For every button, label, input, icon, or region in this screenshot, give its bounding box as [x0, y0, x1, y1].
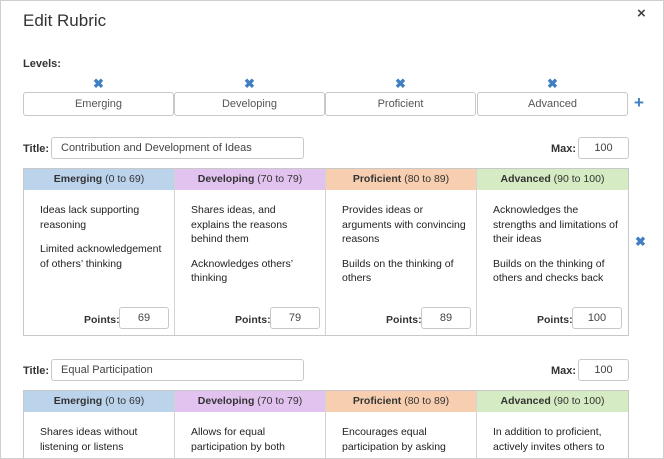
level-range: (90 to 100): [553, 173, 605, 185]
level-header-advanced: Advanced (90 to 100): [477, 169, 628, 190]
level-input-emerging[interactable]: Emerging: [23, 92, 174, 116]
remove-level-advanced-icon[interactable]: ✖: [547, 76, 558, 91]
description-line: Ideas lack supporting reasoning: [40, 204, 140, 231]
remove-criterion-icon[interactable]: ✖: [635, 234, 646, 249]
level-description[interactable]: Allows for equal participation by both: [175, 412, 325, 454]
max-label: Max:: [551, 365, 577, 377]
level-range: (70 to 79): [257, 395, 303, 407]
level-input-advanced[interactable]: Advanced: [477, 92, 628, 116]
description-line: Limited acknowledgement of others’ think…: [40, 243, 162, 270]
description-line: Acknowledges others’ thinking: [191, 257, 293, 285]
level-header-emerging: Emerging (0 to 69): [24, 169, 174, 190]
level-range: (80 to 89): [404, 395, 450, 407]
points-input[interactable]: 79: [270, 307, 320, 329]
description-line: Builds on the thinking of others and che…: [493, 257, 605, 285]
title-label: Title:: [23, 365, 50, 377]
level-name: Proficient: [352, 173, 402, 185]
max-input[interactable]: 100: [578, 137, 629, 159]
level-header-proficient: Proficient (80 to 89): [326, 391, 476, 412]
level-name: Advanced: [500, 173, 551, 185]
title-label: Title:: [23, 143, 50, 155]
level-input-proficient[interactable]: Proficient: [325, 92, 476, 116]
level-column-advanced: Advanced (90 to 100) Acknowledges the st…: [477, 169, 628, 335]
level-name: Emerging: [53, 395, 103, 407]
level-name: Developing: [197, 173, 255, 185]
remove-level-developing-icon[interactable]: ✖: [244, 76, 255, 91]
levels-label: Levels:: [23, 58, 61, 70]
description-line: In addition to proficient, actively invi…: [493, 426, 605, 453]
description-line: Builds on the thinking of others: [342, 257, 454, 285]
level-name: Emerging: [53, 173, 103, 185]
level-column-proficient: Proficient (80 to 89) Encourages equal p…: [326, 391, 477, 458]
level-column-emerging: Emerging (0 to 69) Shares ideas without …: [24, 391, 175, 458]
level-range: (80 to 89): [404, 173, 450, 185]
close-icon[interactable]: ×: [637, 5, 646, 22]
level-header-proficient: Proficient (80 to 89): [326, 169, 476, 190]
level-name: Developing: [197, 395, 255, 407]
level-input-developing[interactable]: Developing: [174, 92, 325, 116]
add-level-plus-icon[interactable]: +: [634, 93, 644, 112]
description-line: Shares ideas, and explains the reasons b…: [191, 204, 288, 245]
level-range: (0 to 69): [105, 395, 145, 407]
modal-title: Edit Rubric: [23, 11, 107, 30]
level-header-developing: Developing (70 to 79): [175, 169, 325, 190]
level-column-developing: Developing (70 to 79) Shares ideas, and …: [175, 169, 326, 335]
level-column-emerging: Emerging (0 to 69) Ideas lack supporting…: [24, 169, 175, 335]
points-input[interactable]: 69: [119, 307, 169, 329]
level-column-proficient: Proficient (80 to 89) Provides ideas or …: [326, 169, 477, 335]
level-grid: Emerging (0 to 69) Shares ideas without …: [23, 390, 629, 458]
points-label: Points:: [235, 314, 271, 326]
description-line: Acknowledges the strengths and limitatio…: [493, 204, 618, 245]
level-description[interactable]: Provides ideas or arguments with convinc…: [326, 190, 476, 286]
level-range: (90 to 100): [553, 395, 605, 407]
level-header-advanced: Advanced (90 to 100): [477, 391, 628, 412]
level-header-developing: Developing (70 to 79): [175, 391, 325, 412]
points-input[interactable]: 89: [421, 307, 471, 329]
points-label: Points:: [84, 314, 120, 326]
level-description[interactable]: Shares ideas without listening or listen…: [24, 412, 174, 454]
level-description[interactable]: Ideas lack supporting reasoning Limited …: [24, 190, 174, 271]
level-name: Advanced: [500, 395, 551, 407]
description-line: Shares ideas without listening or listen…: [40, 426, 138, 453]
remove-level-emerging-icon[interactable]: ✖: [93, 76, 104, 91]
title-input[interactable]: Contribution and Development of Ideas: [51, 137, 304, 159]
level-description[interactable]: Shares ideas, and explains the reasons b…: [175, 190, 325, 286]
description-line: Allows for equal participation by both: [191, 426, 285, 453]
level-column-developing: Developing (70 to 79) Allows for equal p…: [175, 391, 326, 458]
max-input[interactable]: 100: [578, 359, 629, 381]
level-description[interactable]: Acknowledges the strengths and limitatio…: [477, 190, 628, 286]
level-column-advanced: Advanced (90 to 100) In addition to prof…: [477, 391, 628, 458]
level-header-emerging: Emerging (0 to 69): [24, 391, 174, 412]
description-line: Provides ideas or arguments with convinc…: [342, 204, 466, 245]
max-label: Max:: [551, 143, 577, 155]
title-input[interactable]: Equal Participation: [51, 359, 304, 381]
points-input[interactable]: 100: [572, 307, 622, 329]
level-range: (70 to 79): [257, 173, 303, 185]
remove-level-proficient-icon[interactable]: ✖: [395, 76, 406, 91]
points-label: Points:: [537, 314, 573, 326]
level-range: (0 to 69): [105, 173, 145, 185]
level-description[interactable]: In addition to proficient, actively invi…: [477, 412, 628, 454]
level-name: Proficient: [352, 395, 402, 407]
description-line: Encourages equal participation by asking: [342, 426, 446, 453]
level-grid: Emerging (0 to 69) Ideas lack supporting…: [23, 168, 629, 336]
points-label: Points:: [386, 314, 422, 326]
level-description[interactable]: Encourages equal participation by asking: [326, 412, 476, 454]
